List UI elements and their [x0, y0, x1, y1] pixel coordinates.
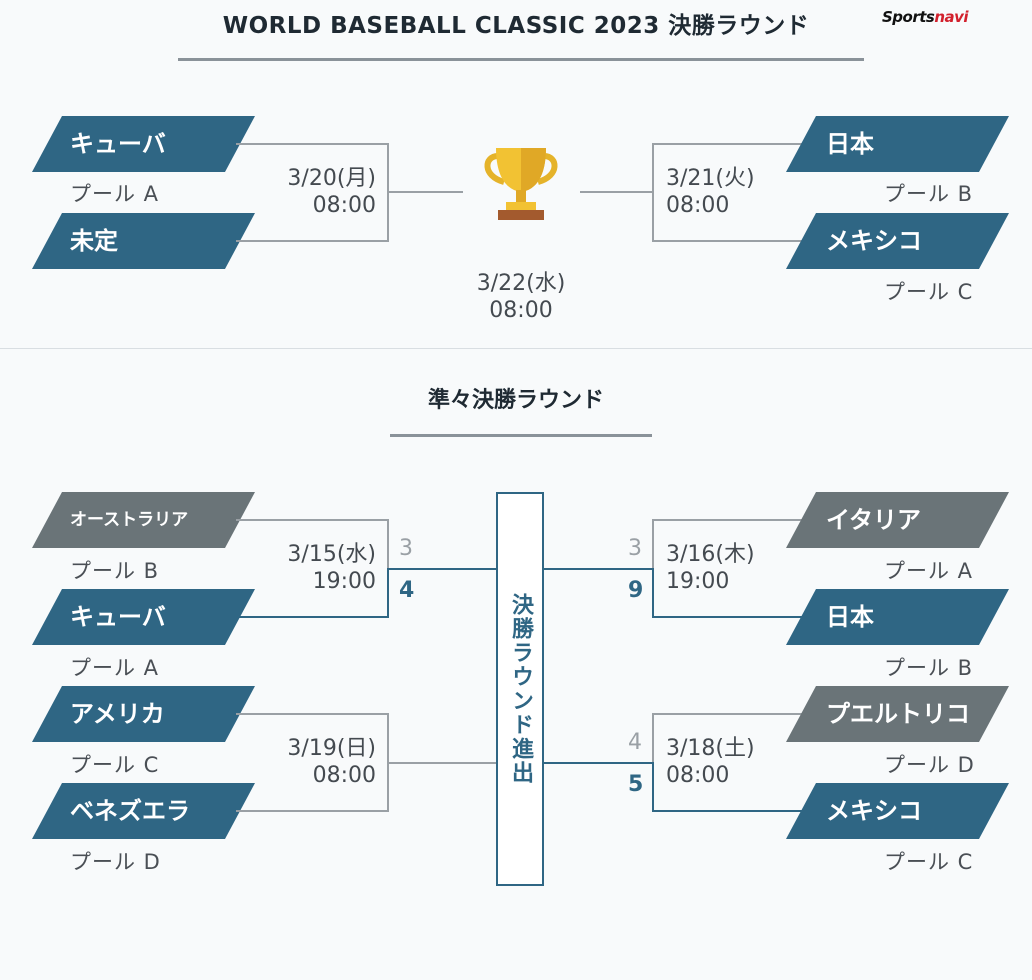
pool-label: プール D [70, 850, 161, 874]
date-text: 3/20(月) [287, 166, 376, 191]
bracket-line [652, 713, 654, 763]
team-venezuela[interactable]: ベネズエラ [32, 783, 255, 839]
bracket-line [652, 519, 654, 569]
team-puerto-rico[interactable]: プエルトリコ [786, 686, 1009, 742]
logo-part1: Sports [882, 8, 935, 26]
bracket-line-win [543, 762, 654, 764]
subtitle-underline [390, 434, 652, 437]
pool-label: プール B [70, 559, 160, 583]
bracket-line [236, 143, 389, 145]
match-date: 3/19(日) 08:00 [266, 735, 376, 789]
pool-label: プール A [70, 656, 160, 680]
bracket-line [652, 143, 807, 145]
quarterfinal-title: 準々決勝ラウンド [427, 388, 604, 413]
time-text: 08:00 [312, 763, 376, 788]
team-tbd[interactable]: 未定 [32, 213, 255, 269]
date-text: 3/18(土) [666, 736, 755, 761]
bracket-line-win [236, 616, 389, 618]
time-text: 19:00 [666, 569, 730, 594]
time-text: 08:00 [666, 193, 730, 218]
match-date: 3/20(月) 08:00 [266, 165, 376, 219]
final-date: 3/22(水) 08:00 [451, 270, 591, 324]
section-divider [0, 348, 1032, 349]
date-text: 3/15(水) [287, 542, 376, 567]
date-text: 3/19(日) [287, 736, 376, 761]
trophy-icon [484, 148, 558, 220]
page-title: WORLD BASEBALL CLASSIC 2023 決勝ラウンド [222, 13, 810, 39]
time-text: 19:00 [312, 569, 376, 594]
score-winner: 4 [399, 578, 415, 603]
match-date: 3/18(土) 08:00 [666, 735, 776, 789]
score-loser: 4 [628, 730, 642, 755]
team-japan-qf[interactable]: 日本 [786, 589, 1009, 645]
team-usa[interactable]: アメリカ [32, 686, 255, 742]
bracket-line-win [387, 568, 497, 570]
bracket-line [387, 519, 389, 569]
score-winner: 5 [628, 772, 644, 797]
score-loser: 3 [399, 536, 413, 561]
bracket-line [236, 519, 389, 521]
pool-label: プール B [884, 656, 974, 680]
date-text: 3/16(木) [666, 542, 755, 567]
bracket-line-win [387, 568, 389, 618]
score-winner: 9 [628, 578, 644, 603]
pool-label: プール A [884, 559, 974, 583]
time-text: 08:00 [312, 193, 376, 218]
score-loser: 3 [628, 536, 642, 561]
team-mexico-sf[interactable]: メキシコ [786, 213, 1009, 269]
date-text: 3/21(火) [666, 166, 755, 191]
title-underline [178, 58, 864, 61]
bracket-line-win [652, 616, 807, 618]
sportsnavi-logo[interactable]: Sportsnavi [882, 8, 969, 26]
bracket-line [236, 240, 389, 242]
pool-label: プール C [70, 753, 160, 777]
bracket-line [652, 519, 807, 521]
bracket-line-win [652, 810, 807, 812]
advance-to-final-label: 決勝ラウンド進出 [496, 492, 544, 886]
team-mexico-qf[interactable]: メキシコ [786, 783, 1009, 839]
bracket-line [652, 143, 654, 242]
team-australia[interactable]: オーストラリア [32, 492, 255, 548]
bracket-line-win [652, 762, 654, 812]
match-date: 3/15(水) 19:00 [266, 541, 376, 595]
bracket-line [652, 713, 807, 715]
pool-label: プール C [884, 280, 974, 304]
pool-label: プール D [884, 753, 975, 777]
bracket-line [236, 810, 389, 812]
bracket-line-win [543, 568, 654, 570]
match-date: 3/16(木) 19:00 [666, 541, 776, 595]
pool-label: プール A [70, 182, 160, 206]
match-date: 3/21(火) 08:00 [666, 165, 776, 219]
bracket-line [387, 191, 463, 193]
team-cuba-sf[interactable]: キューバ [32, 116, 255, 172]
bracket-line [236, 713, 389, 715]
pool-label: プール C [884, 850, 974, 874]
bracket-line [387, 762, 497, 764]
bracket-line [580, 191, 654, 193]
pool-label: プール B [884, 182, 974, 206]
team-japan-sf[interactable]: 日本 [786, 116, 1009, 172]
bracket-line-win [652, 568, 654, 618]
team-cuba-qf[interactable]: キューバ [32, 589, 255, 645]
logo-part2: navi [934, 8, 969, 26]
time-text: 08:00 [666, 763, 730, 788]
time-text: 08:00 [489, 298, 553, 323]
team-italy[interactable]: イタリア [786, 492, 1009, 548]
bracket-line [652, 240, 807, 242]
date-text: 3/22(水) [476, 271, 566, 296]
